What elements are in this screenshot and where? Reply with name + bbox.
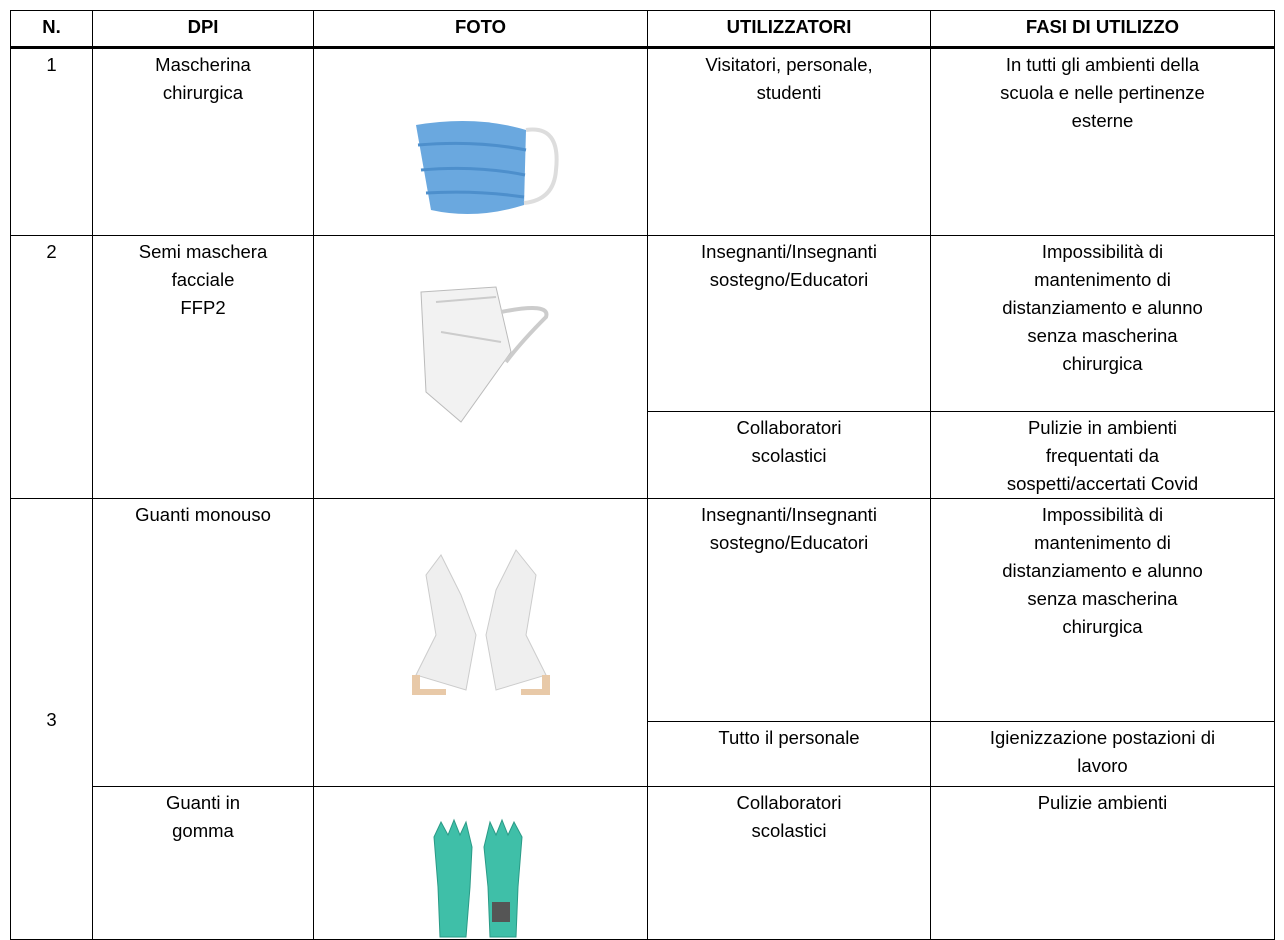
phases-cell: In tutti gli ambienti della scuola e nel… (930, 47, 1275, 236)
number-cell: 1 (10, 47, 93, 236)
photo-cell (313, 47, 648, 236)
users-cell: Visitatori, personale, studenti (647, 47, 931, 236)
dpi-cell: Mascherina chirurgica (92, 47, 314, 236)
users-cell: Insegnanti/Insegnanti sostegno/Educatori (647, 235, 931, 412)
header-row: N. DPI FOTO UTILIZZATORI FASI DI UTILIZZ… (10, 10, 1275, 49)
rubber-gloves-photo (432, 818, 523, 938)
dpi-table: N. DPI FOTO UTILIZZATORI FASI DI UTILIZZ… (10, 10, 1275, 940)
row: Collaboratori scolastici Pulizie in ambi… (11, 411, 1275, 499)
phases-cell: Impossibilità di mantenimento di distanz… (930, 235, 1275, 412)
users-cell: Collaboratori scolastici (647, 411, 931, 499)
photo-cell (313, 235, 648, 499)
header-cell: FASI DI UTILIZZO (930, 10, 1275, 49)
phases-cell: Impossibilità di mantenimento di distanz… (930, 498, 1275, 722)
users-cell: Insegnanti/Insegnanti sostegno/Educatori (647, 498, 931, 722)
ffp2-mask-photo (419, 286, 548, 423)
row: 1 Mascherina chirurgica Visitatori, pers… (10, 47, 1275, 236)
dpi-cell: Guanti monouso (92, 498, 314, 787)
phases-cell: Pulizie in ambienti frequentati da sospe… (930, 411, 1275, 499)
page: N. DPI FOTO UTILIZZATORI FASI DI UTILIZZ… (10, 10, 1275, 940)
number-cell: 3 (10, 498, 93, 940)
header-cell: DPI (92, 10, 314, 49)
disposable-gloves-photo (411, 549, 550, 695)
dpi-cell: Semi maschera facciale FFP2 (92, 235, 314, 499)
photo-cell (313, 786, 648, 940)
row: 2 Semi maschera facciale FFP2 Insegnanti… (10, 235, 1275, 499)
photo-cell (313, 498, 648, 787)
row: Guanti in gomma Collaboratori scolastici… (11, 786, 1275, 940)
phases-cell: Igienizzazione postazioni di lavoro (930, 721, 1275, 787)
surgical-mask-photo (415, 121, 559, 214)
header-cell: UTILIZZATORI (647, 10, 931, 49)
header-cell: N. (10, 10, 93, 49)
users-cell: Collaboratori scolastici (647, 786, 931, 940)
users-cell: Tutto il personale (647, 721, 931, 787)
row: 3 Guanti monouso Insegnanti/Insegnanti s… (10, 498, 1275, 940)
header-cell: FOTO (313, 10, 648, 49)
dpi-cell: Guanti in gomma (92, 786, 314, 940)
phases-cell: Pulizie ambienti (930, 786, 1275, 940)
number-cell: 2 (10, 235, 93, 499)
